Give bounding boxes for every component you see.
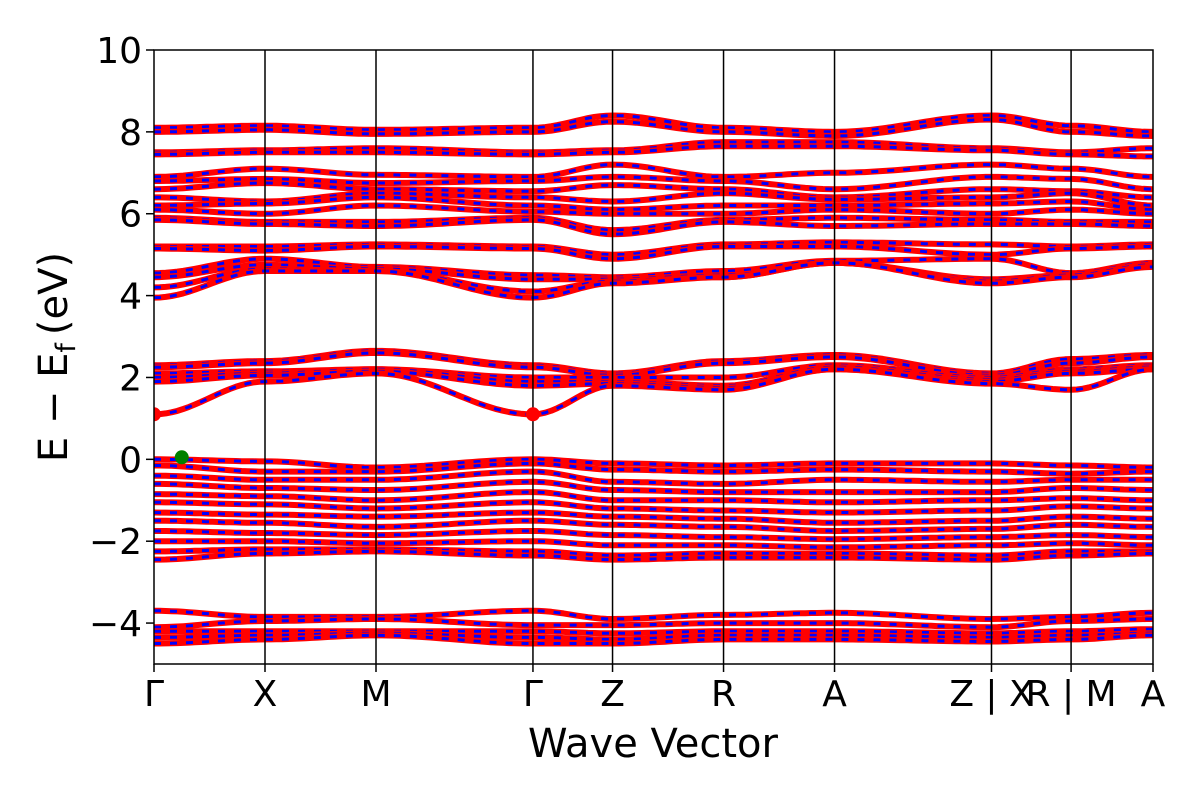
band-line-spin-down bbox=[154, 195, 1153, 212]
band-line-spin-up bbox=[154, 259, 1153, 301]
band-line-spin-down bbox=[154, 461, 1153, 476]
x-tick-label: R bbox=[711, 674, 736, 715]
band-line-spin-down bbox=[154, 490, 1153, 504]
y-tick-label: −4 bbox=[89, 604, 142, 645]
band-line-spin-down bbox=[154, 500, 1153, 514]
band-line-spin-down bbox=[154, 203, 1153, 216]
band-line-spin-down bbox=[154, 181, 1153, 199]
band-line-spin-down bbox=[154, 549, 1153, 562]
x-tick-label: R | M bbox=[1026, 674, 1117, 715]
y-axis-label-main: E − E bbox=[31, 353, 77, 463]
band-extremum-marker bbox=[525, 407, 540, 422]
x-tick-label: A bbox=[1141, 674, 1166, 715]
y-tick-label: 4 bbox=[119, 277, 142, 318]
x-tick-label: Γ bbox=[523, 674, 543, 715]
x-tick-label: A bbox=[822, 674, 847, 715]
y-tick-label: 0 bbox=[119, 440, 142, 481]
band-line-spin-down bbox=[154, 175, 1153, 191]
band-line-spin-down bbox=[154, 539, 1153, 549]
band-line-spin-down bbox=[154, 627, 1153, 635]
band-line-spin-down bbox=[154, 480, 1153, 494]
y-axis-ticks: −4 −2 0 2 4 6 8 10 bbox=[89, 31, 154, 645]
band-line-spin-down bbox=[154, 470, 1153, 486]
band-line-spin-down bbox=[154, 633, 1153, 645]
x-tick-label: Z bbox=[600, 674, 625, 715]
y-axis-label-unit: (eV) bbox=[31, 252, 77, 335]
band-line-spin-down bbox=[154, 245, 1153, 261]
x-tick-label: Z | X bbox=[949, 674, 1033, 715]
band-extremum-marker bbox=[174, 450, 189, 465]
y-tick-label: 8 bbox=[119, 113, 142, 154]
plot-frame bbox=[153, 49, 1154, 665]
band-line-spin-down bbox=[154, 218, 1153, 236]
y-tick-label: 6 bbox=[119, 195, 142, 236]
band-line-spin-down bbox=[154, 617, 1153, 629]
band-line-spin-down bbox=[154, 163, 1153, 179]
band-line-spin-down bbox=[154, 240, 1153, 257]
extrema-markers bbox=[154, 407, 540, 465]
band-line-spin-down bbox=[154, 457, 1153, 469]
x-axis-label: Wave Vector bbox=[528, 721, 779, 767]
band-line-spin-down bbox=[154, 118, 1153, 138]
y-tick-label: −2 bbox=[89, 522, 142, 563]
x-axis-ticks: Γ X M Γ Z R A Z | XR | M A bbox=[144, 664, 1166, 715]
y-tick-label: 2 bbox=[119, 358, 142, 399]
y-axis-label: E − Ef (eV) bbox=[31, 252, 82, 462]
x-tick-label: M bbox=[360, 674, 391, 715]
y-axis-label-subscript: f bbox=[51, 342, 82, 353]
band-line-spin-down bbox=[154, 144, 1153, 158]
x-tick-label: X bbox=[253, 674, 278, 715]
band-extremum-marker bbox=[154, 407, 161, 422]
band-lines bbox=[154, 112, 1153, 647]
band-line-spin-down bbox=[154, 113, 1153, 134]
high-symmetry-lines bbox=[264, 50, 1072, 664]
band-line-spin-down bbox=[154, 631, 1153, 641]
band-line-spin-down bbox=[154, 609, 1153, 621]
band-line-spin-down bbox=[154, 367, 1153, 416]
y-tick-label: 10 bbox=[96, 31, 142, 72]
x-tick-label: Γ bbox=[144, 674, 164, 715]
band-line-spin-down bbox=[154, 547, 1153, 557]
band-line-spin-down bbox=[154, 510, 1153, 525]
band-line-spin-down bbox=[154, 529, 1153, 541]
band-line-spin-down bbox=[154, 519, 1153, 533]
